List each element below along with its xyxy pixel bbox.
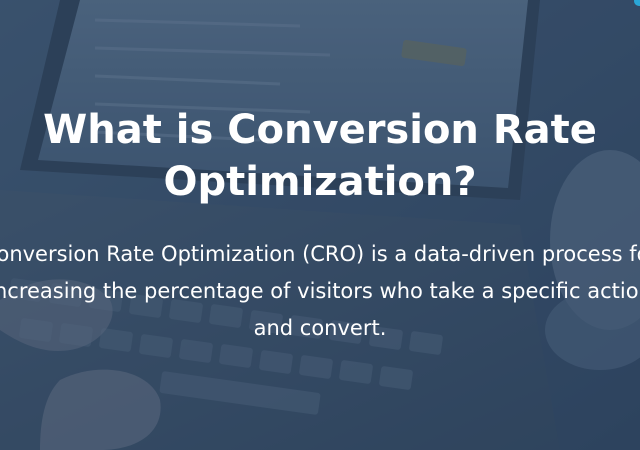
hero-description: Conversion Rate Optimization (CRO) is a … (0, 242, 640, 340)
hero-title: What is Conversion Rate Optimization? (43, 107, 597, 205)
corner-accent-dot (634, 0, 640, 6)
